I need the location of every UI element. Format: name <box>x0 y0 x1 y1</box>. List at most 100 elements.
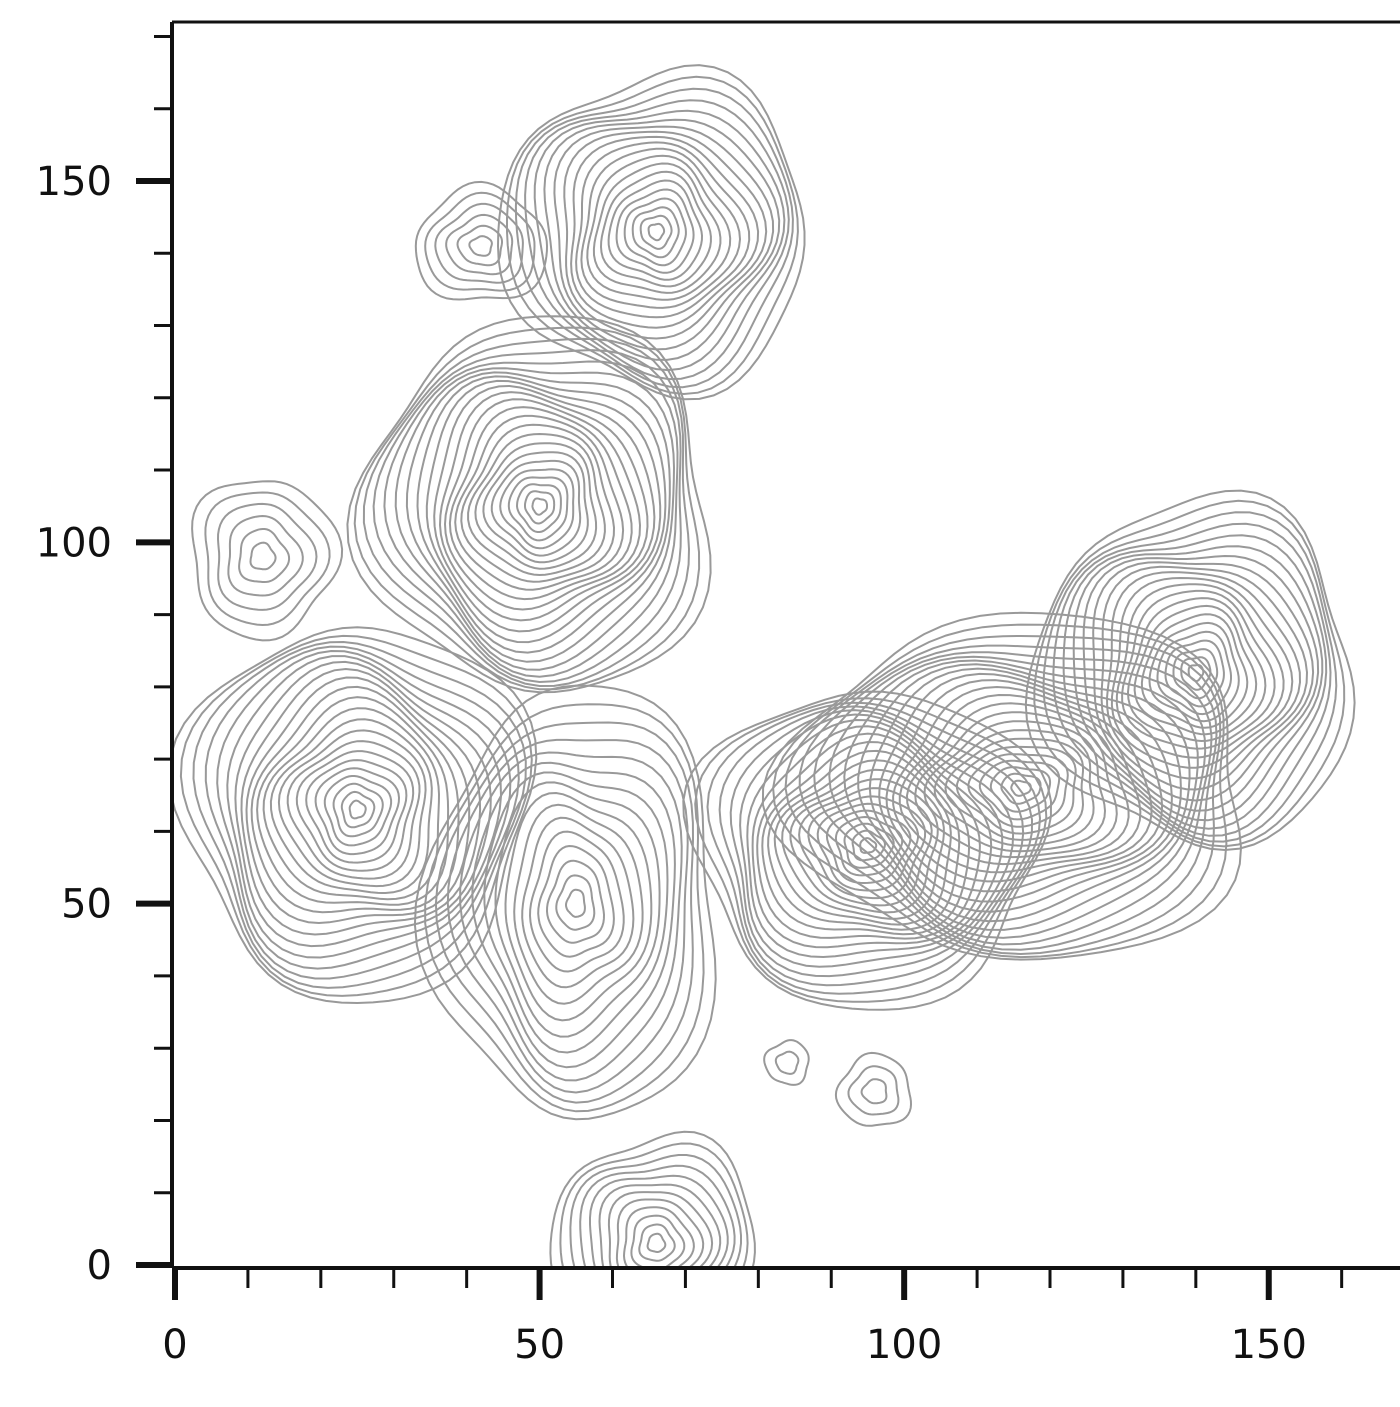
contour-line <box>1180 656 1212 691</box>
contour-line <box>474 442 598 570</box>
contour-line <box>262 707 441 901</box>
contour-line <box>468 235 493 257</box>
contour-line <box>570 135 760 329</box>
contour-line <box>914 711 1118 859</box>
contour-line <box>249 541 277 571</box>
x-tick-label: 50 <box>514 1322 565 1368</box>
contour-line <box>763 1039 810 1086</box>
contour-line <box>513 803 644 1005</box>
contour-line <box>543 118 781 361</box>
contour-line <box>1092 561 1315 802</box>
contour-line <box>446 738 689 1094</box>
contour-line <box>438 391 649 622</box>
contour-line <box>825 809 912 885</box>
contour-line <box>424 703 705 1113</box>
contour-line <box>784 634 1222 956</box>
contour-line <box>456 224 503 267</box>
contour-line <box>631 206 680 259</box>
contour-line <box>555 874 596 931</box>
contour-line <box>545 859 606 944</box>
contour-line <box>729 709 1025 978</box>
contour-line <box>885 679 1164 893</box>
contour-line <box>413 684 717 1121</box>
contour-line <box>226 655 503 959</box>
contour-line <box>563 130 768 340</box>
contour-line <box>277 729 427 888</box>
contour-line <box>332 782 384 838</box>
contour-line <box>905 702 1130 866</box>
contour-line <box>445 213 514 276</box>
contour-line <box>460 423 616 583</box>
x-tick-label: 150 <box>1231 1322 1307 1368</box>
contour-line <box>434 202 524 284</box>
contour-line <box>514 87 794 389</box>
y-tick-label: 100 <box>36 520 112 566</box>
contour-line <box>1121 589 1276 750</box>
contour-line <box>1024 489 1356 852</box>
contour-line <box>599 170 712 288</box>
contour-line <box>1105 571 1302 780</box>
contour-line <box>559 1142 749 1266</box>
contour-line <box>507 476 569 542</box>
contour-line <box>580 147 742 309</box>
contour-line <box>955 745 1077 835</box>
contour-line <box>494 781 661 1038</box>
contour-line <box>1042 511 1338 843</box>
contour-line <box>383 360 679 678</box>
contour-line <box>857 663 1191 923</box>
x-tick-label: 0 <box>162 1322 187 1368</box>
contour-line <box>521 816 635 989</box>
contour-line <box>425 379 662 644</box>
contour-line <box>978 759 1061 821</box>
contour-line <box>1164 639 1225 708</box>
contour-line <box>499 468 575 550</box>
contour-line <box>1140 613 1249 729</box>
contour-line <box>1052 522 1332 837</box>
contour-line <box>647 222 666 242</box>
contour-line <box>1187 664 1205 683</box>
contour-line <box>1126 597 1267 743</box>
contour-line <box>622 1206 695 1266</box>
contour-line <box>496 64 806 401</box>
contour-line <box>592 162 722 294</box>
contour-line <box>204 645 520 980</box>
contour-line <box>471 761 676 1069</box>
contour-line <box>448 406 633 601</box>
contour-line <box>405 371 671 663</box>
contour-line <box>286 740 421 880</box>
contour-line <box>314 767 401 856</box>
contour-line <box>1100 565 1309 791</box>
contour-line <box>682 690 1053 1011</box>
contour-line <box>216 649 512 970</box>
contour-line <box>607 1191 714 1266</box>
contour-line <box>362 337 691 688</box>
contour-line <box>615 188 695 274</box>
contour-line <box>295 750 415 872</box>
contour-line <box>174 626 538 1005</box>
contour-line <box>598 1183 722 1266</box>
contour-line <box>761 740 971 936</box>
contour-line <box>227 514 304 597</box>
contour-line <box>706 701 1042 995</box>
contour-line <box>191 480 344 642</box>
contour-line <box>843 659 1199 931</box>
contour-line <box>483 771 669 1054</box>
contour-line <box>443 398 642 611</box>
contour-line <box>482 451 589 564</box>
contour-line <box>433 384 656 633</box>
contour-line <box>586 154 732 301</box>
contour-line <box>434 721 695 1104</box>
contour-layer <box>174 64 1356 1266</box>
contour-line <box>424 191 536 292</box>
contour-line <box>506 75 799 396</box>
contour-line <box>774 1050 800 1075</box>
contour-line <box>414 180 549 301</box>
contour-line <box>967 753 1069 828</box>
contour-line <box>828 655 1207 939</box>
contour-line <box>553 125 775 351</box>
contour-line <box>1010 779 1032 797</box>
contour-line <box>564 888 586 918</box>
contour-line <box>346 315 712 694</box>
contour-line <box>528 830 625 973</box>
